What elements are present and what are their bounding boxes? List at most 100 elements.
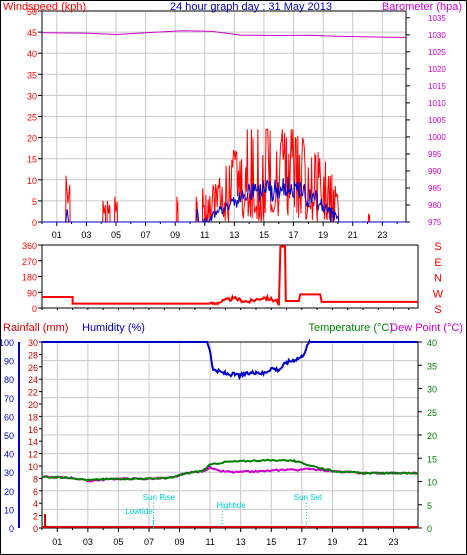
direction-panel-ticks — [38, 244, 410, 310]
barometer-tick: 990 — [428, 167, 442, 176]
rainfall-tick: 4 — [33, 499, 38, 509]
bottom-x-tick-label: 07 — [144, 537, 154, 547]
windspeed-tick: 20 — [27, 134, 37, 144]
humidity-tick: 50 — [4, 431, 14, 441]
windspeed-tick: 35 — [27, 70, 37, 80]
barometer-tick: 1030 — [428, 31, 446, 40]
rainfall-tick: 24 — [28, 375, 38, 385]
top-x-tick-label: 23 — [377, 230, 387, 240]
rainfall-tick: 14 — [28, 437, 38, 447]
top-panel-ticks — [38, 10, 410, 226]
rainfall-tick: 8 — [33, 474, 38, 484]
barometer-tick: 995 — [428, 150, 442, 159]
windspeed-tick: 25 — [27, 113, 37, 123]
humidity-axis-ticks: 0 10 20 30 40 50 60 70 80 90 100 — [1, 338, 14, 534]
rainfall-tick: 16 — [28, 425, 38, 435]
humidity-tick: 40 — [4, 450, 14, 460]
chart-title: 24 hour graph day : 31 May 2013 — [170, 1, 332, 13]
dew-point-axis-label: Dew Point (°C) — [390, 322, 463, 334]
bottom-panel-grid — [42, 342, 418, 528]
compass-point: S — [434, 241, 441, 253]
rainfall-tick: 30 — [28, 338, 38, 348]
bottom-x-tick-label: 15 — [266, 537, 276, 547]
windspeed-line — [42, 128, 406, 223]
rainfall-tick: 2 — [33, 512, 38, 522]
humidity-tick: 10 — [4, 505, 14, 515]
barometer-tick: 985 — [428, 184, 442, 193]
rainfall-tick: 10 — [28, 462, 38, 472]
tide-markers: Lowtide Sun Rise Hightide Sun Set — [125, 493, 323, 528]
direction-tick: 0 — [32, 304, 37, 314]
windspeed-tick: 50 — [27, 7, 37, 17]
humidity-tick: 60 — [4, 412, 14, 422]
bottom-x-tick-label: 21 — [358, 537, 368, 547]
bottom-x-tick-label: 03 — [83, 537, 93, 547]
temperature-tick: 30 — [427, 385, 437, 395]
rainfall-tick: 28 — [28, 350, 38, 360]
top-x-tick-label: 03 — [81, 230, 91, 240]
humidity-tick: 80 — [4, 375, 14, 385]
direction-tick: 270 — [22, 257, 37, 267]
windspeed-tick: 15 — [27, 155, 37, 165]
bottom-x-tick-label: 09 — [175, 537, 185, 547]
barometer-axis-label: Barometer (hpa) — [382, 1, 462, 13]
bottom-x-tick-label: 01 — [52, 537, 62, 547]
temperature-axis-label: Temperature (°C) — [309, 322, 393, 334]
bottom-x-tick-label: 13 — [236, 537, 246, 547]
direction-tick: 180 — [22, 273, 37, 283]
temperature-tick: 15 — [427, 454, 437, 464]
barometer-tick: 1015 — [428, 82, 446, 91]
rainfall-tick: 12 — [28, 450, 38, 460]
top-x-axis-ticks: 01 03 05 07 09 11 13 15 17 19 21 23 — [52, 230, 388, 240]
humidity-line — [42, 338, 418, 381]
bottom-panel-ticks — [39, 341, 422, 532]
windspeed-axis-label: Windspeed (kph) — [3, 1, 86, 13]
bottom-x-tick-label: 11 — [205, 537, 214, 547]
top-x-tick-label: 13 — [229, 230, 239, 240]
rainfall-tick: 22 — [28, 388, 38, 398]
bottom-x-tick-label: 23 — [389, 537, 399, 547]
humidity-tick: 20 — [4, 487, 14, 497]
top-x-tick-label: 07 — [141, 230, 151, 240]
barometer-tick: 975 — [428, 218, 442, 227]
top-x-tick-label: 09 — [170, 230, 180, 240]
humidity-tick: 70 — [4, 394, 14, 404]
rainfall-tick: 0 — [33, 524, 38, 534]
temperature-axis-ticks: 0 5 10 15 20 25 30 35 40 — [427, 338, 437, 534]
temperature-tick: 35 — [427, 361, 437, 371]
windspeed-tick: 10 — [27, 176, 37, 186]
temperature-tick: 40 — [427, 338, 437, 348]
top-panel-series — [41, 30, 407, 223]
temperature-tick: 10 — [427, 478, 437, 488]
bottom-x-tick-label: 19 — [327, 537, 337, 547]
direction-tick: 360 — [22, 241, 37, 251]
temperature-tick: 20 — [427, 431, 437, 441]
tide-marker-label: Lowtide — [125, 507, 153, 516]
top-x-tick-label: 11 — [200, 230, 209, 240]
top-x-tick-label: 05 — [111, 230, 121, 240]
humidity-tick: 0 — [9, 524, 14, 534]
tide-marker-label: Sun Set — [294, 493, 323, 502]
humidity-axis-label: Humidity (%) — [82, 322, 145, 334]
barometer-tick: 1025 — [428, 48, 446, 57]
top-x-tick-label: 21 — [348, 230, 358, 240]
humidity-tick: 30 — [4, 468, 14, 478]
rainfall-axis-label: Rainfall (mm) — [3, 322, 68, 334]
rainfall-tick: 20 — [28, 400, 38, 410]
temperature-tick: 0 — [427, 524, 432, 534]
windspeed-tick: 30 — [27, 91, 37, 101]
compass-point: N — [434, 273, 442, 285]
top-x-tick-label: 15 — [259, 230, 269, 240]
barometer-line — [41, 30, 407, 38]
temperature-tick: 5 — [427, 501, 432, 511]
top-x-tick-label: 17 — [289, 230, 299, 240]
rainfall-tick: 6 — [33, 487, 38, 497]
direction-axis-ticks: 0 90 180 270 360 — [22, 241, 37, 314]
barometer-tick: 1010 — [428, 99, 446, 108]
top-x-tick-label: 19 — [318, 230, 328, 240]
tide-marker-label: Sun Rise — [143, 493, 176, 502]
